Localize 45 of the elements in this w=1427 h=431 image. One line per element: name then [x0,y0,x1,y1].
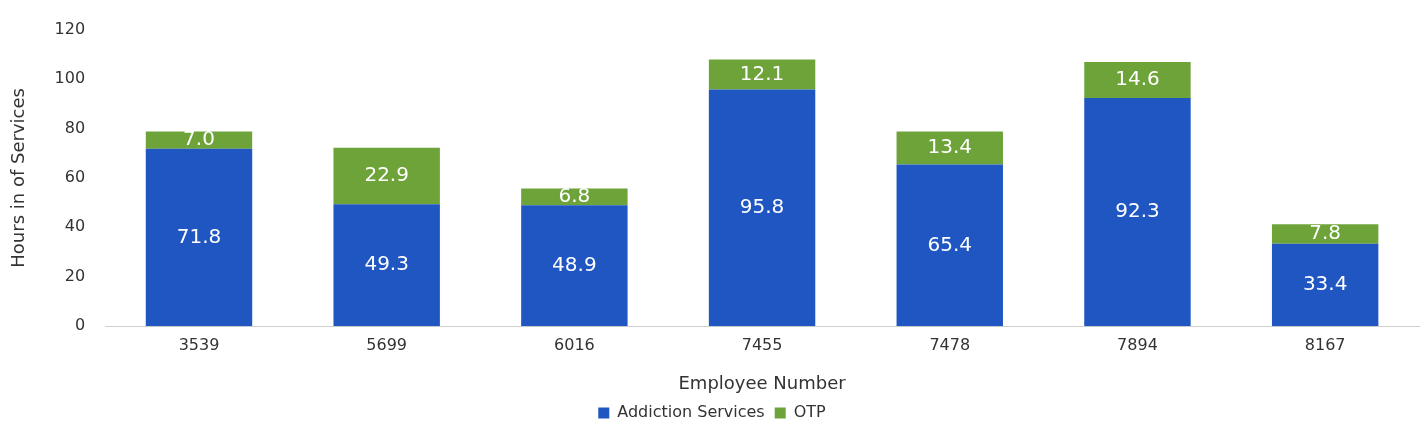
data-label: 48.9 [552,251,597,276]
y-tick-label: 80 [64,117,86,137]
data-label: 12.1 [739,60,785,85]
data-label: 33.4 [1302,271,1348,296]
data-label: 13.4 [927,134,973,159]
data-label: 65.4 [927,231,973,256]
data-label: 49.3 [364,251,409,276]
bar [333,147,440,205]
bar [145,148,253,327]
data-label: 6.8 [558,183,591,208]
y-tick-label: 20 [64,265,86,285]
bar [1271,243,1379,327]
data-label: 95.8 [739,194,785,219]
y-tick-label: 100 [54,68,86,88]
x-tick-label: 7455 [741,334,783,354]
data-label: 14.6 [1115,66,1160,91]
y-tick-label: 40 [64,216,86,236]
y-tick-label: 60 [64,167,86,187]
data-label: 22.9 [364,162,409,187]
data-label: 7.0 [183,126,215,151]
bar [708,59,816,90]
bar [1271,224,1379,244]
x-tick-label: 7894 [1117,334,1158,354]
bar [896,164,1003,327]
x-tick-label: 6016 [554,334,595,354]
x-tick-label: 5699 [366,334,408,354]
bar [145,131,253,149]
data-label: 7.8 [1309,220,1342,245]
legend-label: Addiction Services [617,402,765,422]
bar [708,89,816,327]
y-tick-label: 0 [74,315,86,335]
bar [333,204,440,327]
x-tick-label: 7478 [929,334,971,354]
legend-label: OTP [793,402,827,422]
bar [1084,61,1191,99]
data-label: 71.8 [176,223,222,248]
bar [521,205,628,327]
y-tick-label: 120 [54,18,86,38]
x-tick-label: 3539 [178,334,220,354]
bar [1084,98,1191,327]
y-axis-title: Hours in of Services [7,88,29,268]
bar [896,131,1003,165]
data-label: 92.3 [1115,198,1160,223]
x-tick-label: 8167 [1304,334,1346,354]
x-axis-title: Employee Number [678,371,847,393]
